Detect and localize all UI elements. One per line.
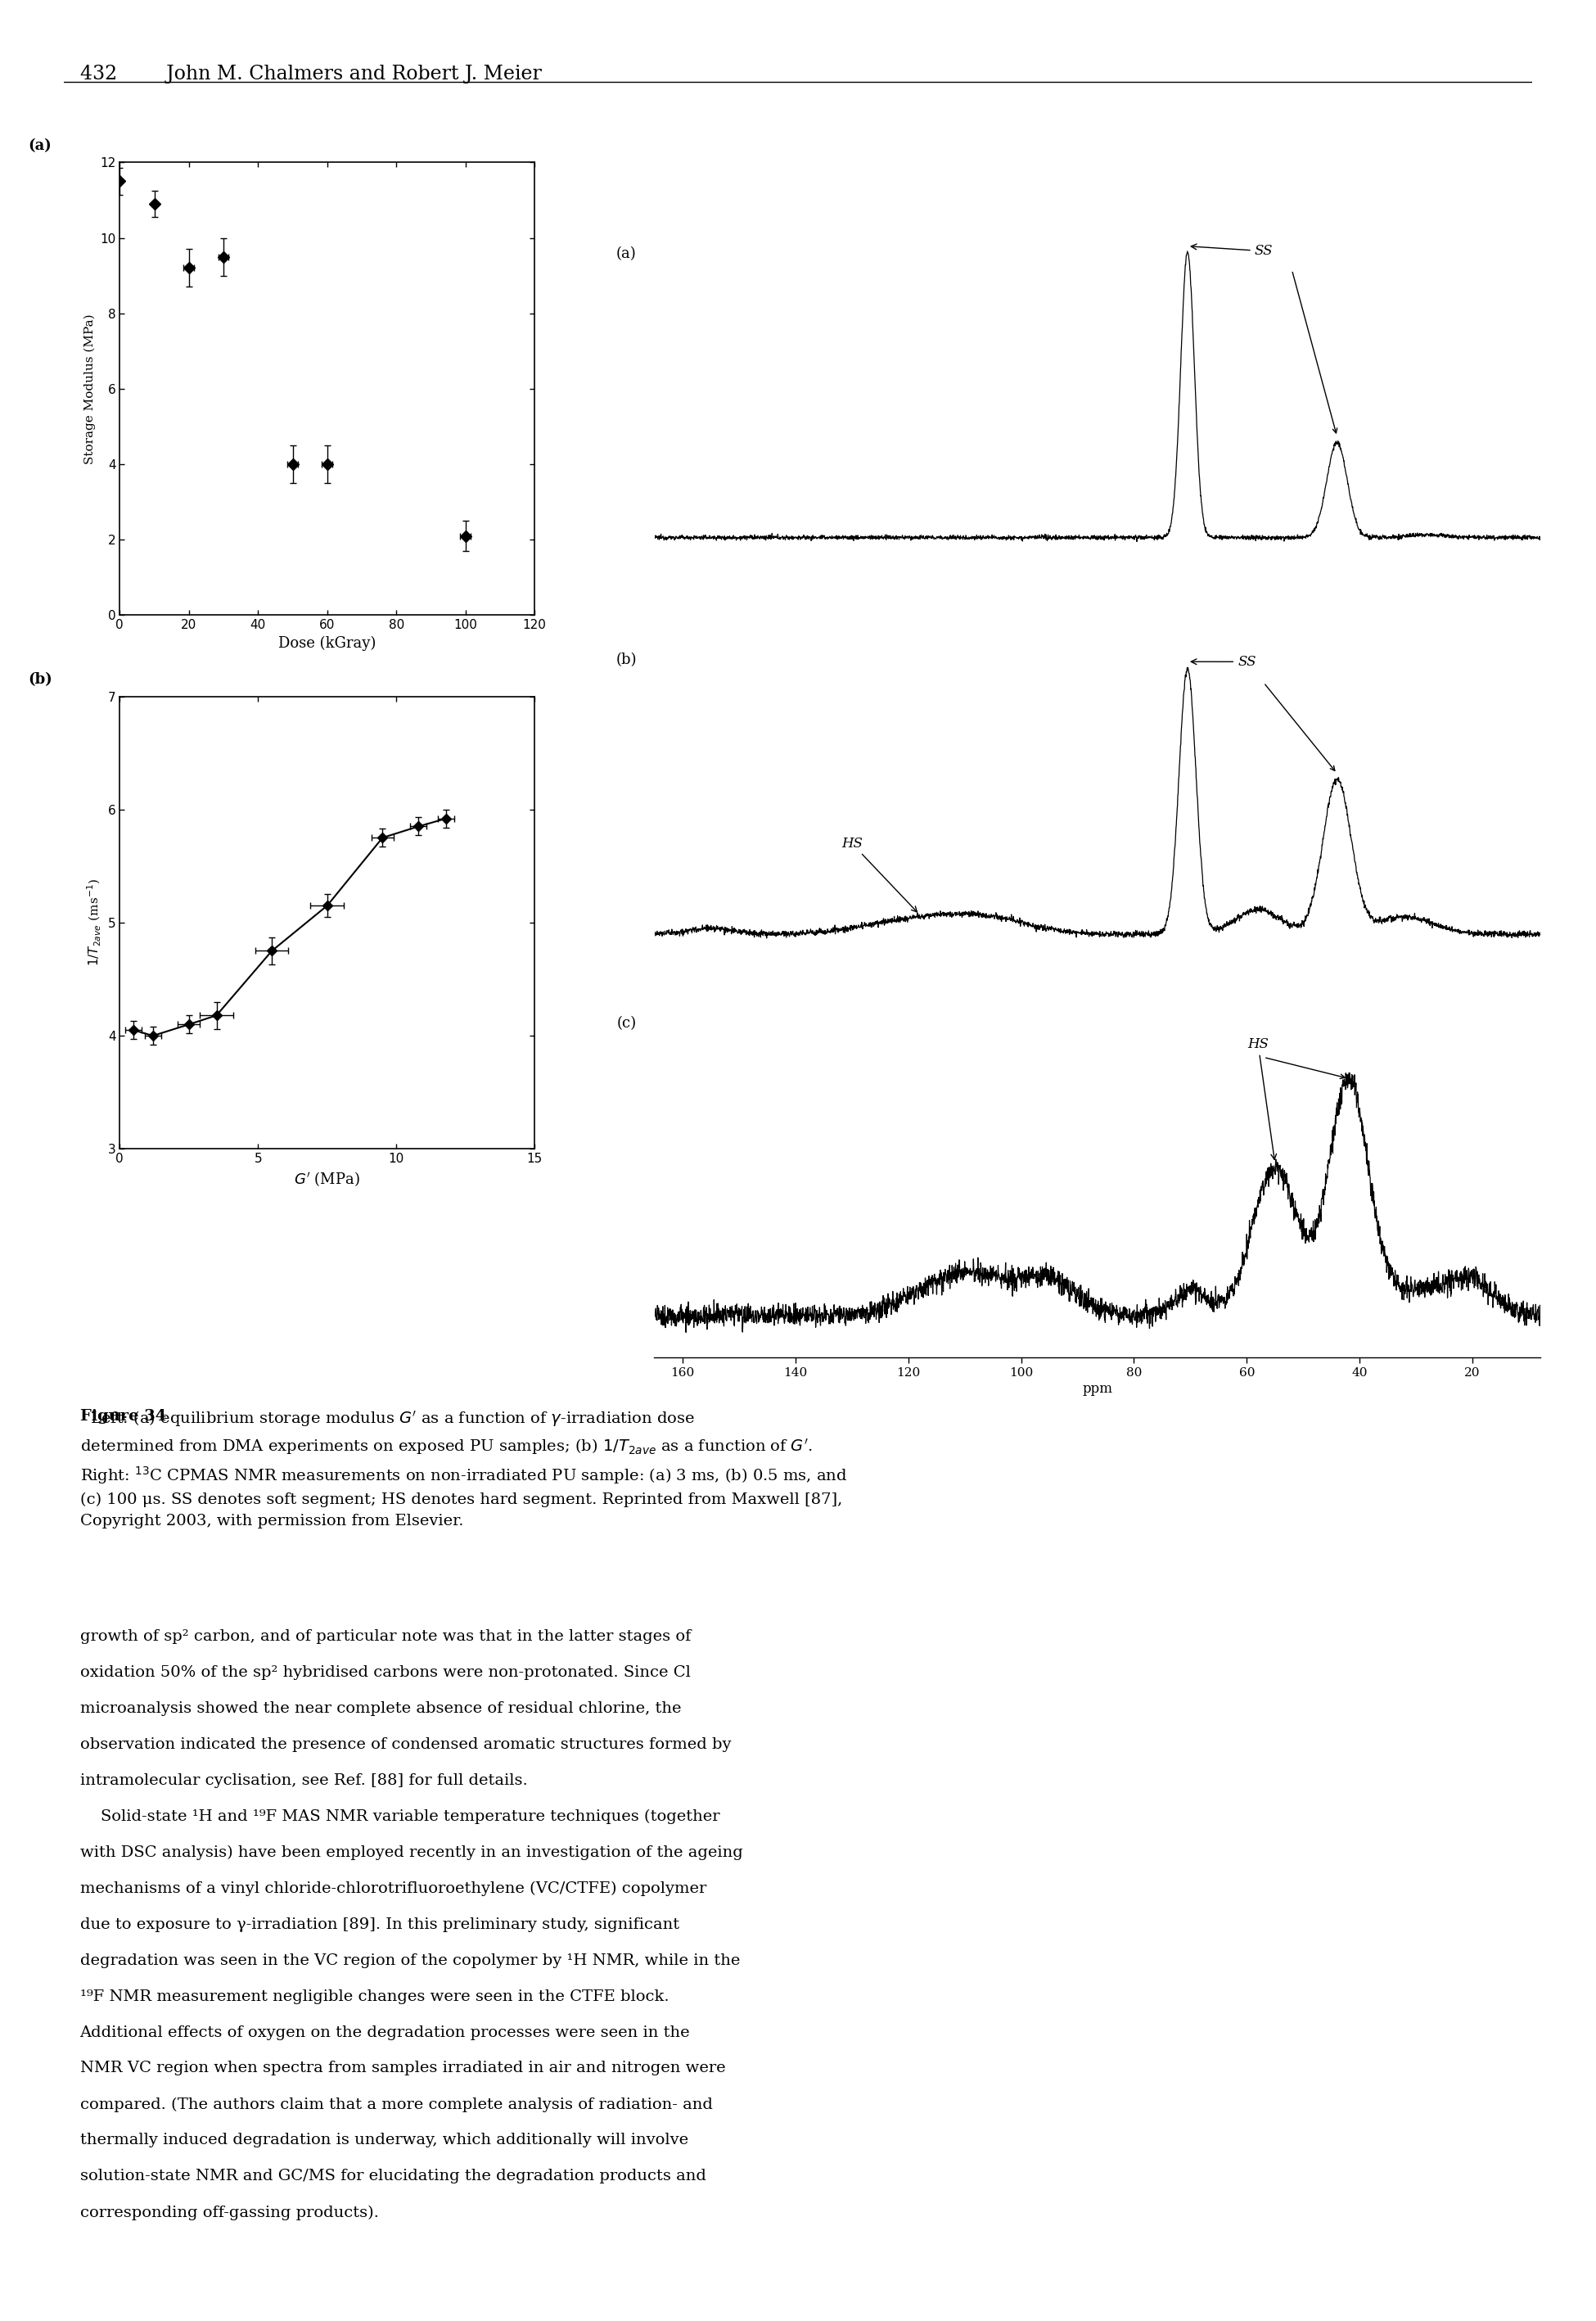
Text: oxidation 50% of the sp² hybridised carbons were non-protonated. Since Cl: oxidation 50% of the sp² hybridised carb… bbox=[80, 1666, 689, 1680]
Text: (b): (b) bbox=[29, 673, 53, 687]
Text: observation indicated the presence of condensed aromatic structures formed by: observation indicated the presence of co… bbox=[80, 1736, 731, 1752]
Text: due to exposure to γ-irradiation [89]. In this preliminary study, significant: due to exposure to γ-irradiation [89]. I… bbox=[80, 1917, 678, 1931]
Y-axis label: Storage Modulus (MPa): Storage Modulus (MPa) bbox=[83, 313, 96, 464]
Text: (a): (a) bbox=[616, 246, 637, 262]
Text: (a): (a) bbox=[29, 139, 53, 153]
Text: Solid-state ¹H and ¹⁹F MAS NMR variable temperature techniques (together: Solid-state ¹H and ¹⁹F MAS NMR variable … bbox=[80, 1810, 720, 1824]
Text: solution-state NMR and GC/MS for elucidating the degradation products and: solution-state NMR and GC/MS for elucida… bbox=[80, 2168, 705, 2184]
Text: corresponding off-gassing products).: corresponding off-gassing products). bbox=[80, 2205, 378, 2219]
Y-axis label: $1/T_{2ave}$ (ms$^{-1}$): $1/T_{2ave}$ (ms$^{-1}$) bbox=[86, 880, 104, 966]
Text: ¹⁹F NMR measurement negligible changes were seen in the CTFE block.: ¹⁹F NMR measurement negligible changes w… bbox=[80, 1989, 669, 2003]
Text: SS: SS bbox=[1191, 655, 1256, 668]
Text: 432        John M. Chalmers and Robert J. Meier: 432 John M. Chalmers and Robert J. Meier bbox=[80, 65, 541, 84]
Text: (b): (b) bbox=[616, 652, 637, 668]
Text: Figure 34: Figure 34 bbox=[80, 1409, 166, 1423]
Text: HS: HS bbox=[1248, 1037, 1277, 1160]
Text: thermally induced degradation is underway, which additionally will involve: thermally induced degradation is underwa… bbox=[80, 2133, 688, 2147]
Text: Additional effects of oxygen on the degradation processes were seen in the: Additional effects of oxygen on the degr… bbox=[80, 2024, 689, 2040]
Text: compared. (The authors claim that a more complete analysis of radiation- and: compared. (The authors claim that a more… bbox=[80, 2098, 712, 2112]
Text: HS: HS bbox=[841, 836, 918, 912]
Text: with DSC analysis) have been employed recently in an investigation of the ageing: with DSC analysis) have been employed re… bbox=[80, 1845, 742, 1859]
Text: mechanisms of a vinyl chloride-chlorotrifluoroethylene (VC/CTFE) copolymer: mechanisms of a vinyl chloride-chlorotri… bbox=[80, 1880, 705, 1896]
Text: NMR VC region when spectra from samples irradiated in air and nitrogen were: NMR VC region when spectra from samples … bbox=[80, 2061, 725, 2075]
Text: Left: (a) equilibrium storage modulus $G'$ as a function of $\gamma$-irradiation: Left: (a) equilibrium storage modulus $G… bbox=[80, 1409, 847, 1530]
Text: microanalysis showed the near complete absence of residual chlorine, the: microanalysis showed the near complete a… bbox=[80, 1701, 681, 1715]
Text: (c): (c) bbox=[618, 1017, 637, 1031]
Text: degradation was seen in the VC region of the copolymer by ¹H NMR, while in the: degradation was seen in the VC region of… bbox=[80, 1954, 741, 1968]
Text: growth of sp² carbon, and of particular note was that in the latter stages of: growth of sp² carbon, and of particular … bbox=[80, 1629, 691, 1643]
X-axis label: $G'$ (MPa): $G'$ (MPa) bbox=[294, 1170, 361, 1188]
X-axis label: ppm: ppm bbox=[1082, 1383, 1112, 1397]
X-axis label: Dose (kGray): Dose (kGray) bbox=[278, 636, 377, 650]
Text: SS: SS bbox=[1191, 244, 1274, 258]
Text: intramolecular cyclisation, see Ref. [88] for full details.: intramolecular cyclisation, see Ref. [88… bbox=[80, 1773, 527, 1787]
